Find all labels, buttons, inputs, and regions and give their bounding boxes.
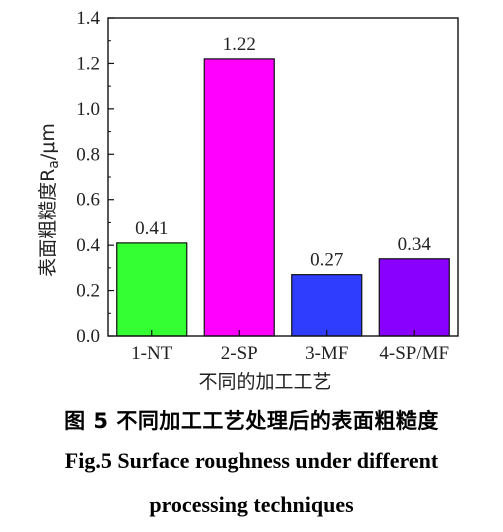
x-axis-title: 不同的加工工艺 [198,371,331,393]
data-labels-layer: 0.41 1.22 0.27 0.34 [135,34,431,271]
data-label-1-NT: 0.41 [135,218,168,239]
bar-4-SP/MF [378,258,450,337]
x-tick-label: 2-SP [221,343,258,364]
data-label-4-SP/MF: 0.34 [398,234,432,255]
figure-caption-chinese: 图 5 不同加工工艺处理后的表面粗糙度 [64,409,439,433]
plot-frame [107,17,459,337]
y-tick-label: 0.2 [76,281,100,302]
y-axis-title-subscript: a [46,160,62,169]
data-label-2-SP: 1.22 [223,34,256,55]
figure-caption-english-line1: Fig.5 Surface roughness under different [64,448,439,473]
bars-layer [116,58,450,337]
bar-1-NT [116,242,188,337]
y-axis-title-main: 表面粗糙度R [37,169,59,277]
y-axis-title-unit: /μm [37,123,59,160]
y-tick-label: 0.8 [76,144,100,165]
bar-2-SP [203,58,275,337]
figure-caption-english-line2: processing techniques [149,492,354,517]
data-label-3-MF: 0.27 [310,250,343,271]
y-tick-label: 0.0 [76,326,100,347]
x-tick-label: 4-SP/MF [379,343,449,364]
y-tick-label: 1.4 [76,8,100,29]
axes-layer: 1-NT 2-SP 3-MF 4-SP/MF 0.0 0.2 0.4 0.6 0.8 1.0 1.2… [76,8,459,364]
y-tick-label: 1.0 [76,99,100,120]
y-axis-title: 表面粗糙度Ra/μm [37,123,62,277]
x-tick-label: 3-MF [305,343,348,364]
y-tick-label: 1.2 [76,53,100,74]
y-tick-label: 0.4 [76,235,100,256]
x-tick-label: 1-NT [131,343,173,364]
y-tick-label: 0.6 [76,190,100,211]
bar-3-MF [291,274,363,337]
bar-chart: 0.41 1.22 0.27 0.34 1-NT 2-SP 3-MF 4-SP/MF 0.0 0… [37,8,459,393]
